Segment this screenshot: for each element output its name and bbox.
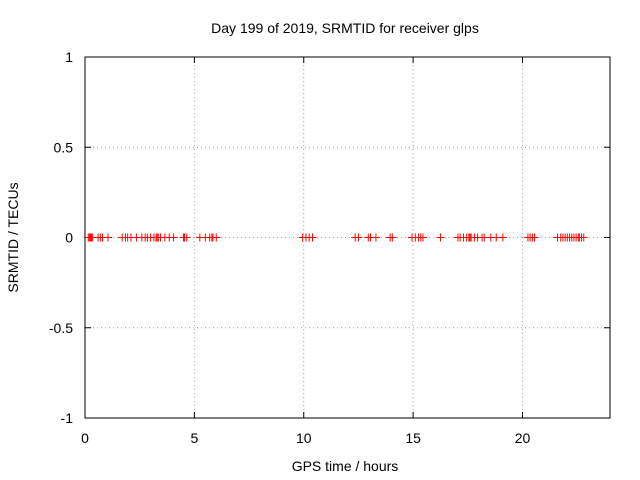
data-points-layer [84,233,588,242]
data-point [182,233,191,242]
chart-title: Day 199 of 2019, SRMTID for receiver glp… [211,20,479,36]
data-point [212,233,221,242]
x-axis-label: GPS time / hours [292,458,399,474]
x-tick-label: 5 [190,430,198,446]
x-tick-label: 15 [405,430,421,446]
data-point [103,233,112,242]
y-tick-label: 0.5 [54,139,74,155]
data-point [169,233,178,242]
x-tick-label: 10 [296,430,312,446]
data-point [436,233,445,242]
data-point [354,233,363,242]
x-tick-label: 0 [81,430,89,446]
y-tick-label: -0.5 [49,320,73,336]
data-point [308,233,317,242]
y-tick-label: 1 [65,49,73,65]
data-point [579,233,588,242]
y-axis-label: SRMTID / TECUs [5,182,21,292]
data-point [371,233,380,242]
data-point [530,233,539,242]
tick-label-layer: 0 5 10 15 20 -1 -0.5 0 0.5 1 [49,49,531,446]
x-tick-label: 20 [515,430,531,446]
data-point [418,233,427,242]
data-point [498,233,507,242]
y-tick-label: 0 [65,230,73,246]
y-tick-label: -1 [61,410,74,426]
plot-frame [84,56,611,419]
data-point [388,233,397,242]
